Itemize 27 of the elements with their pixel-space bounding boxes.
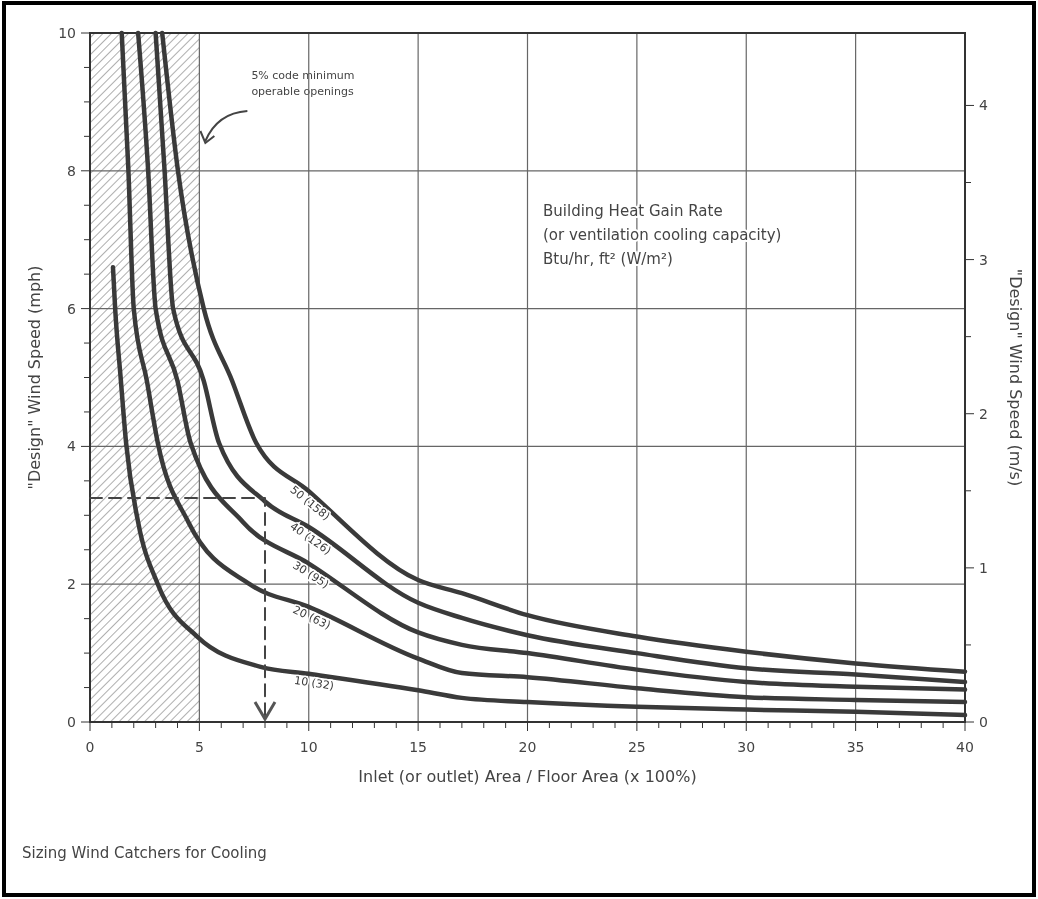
y2-tick-label: 0 bbox=[979, 714, 988, 730]
x-tick-label: 40 bbox=[956, 739, 974, 755]
y2-tick-label: 1 bbox=[979, 559, 988, 576]
text: 30 (95) bbox=[290, 558, 332, 592]
x-tick-label: 15 bbox=[409, 739, 428, 755]
x-tick-label: 0 bbox=[85, 739, 95, 755]
y2-tick-label: 4 bbox=[979, 97, 988, 114]
x-tick-label: 5 bbox=[194, 739, 204, 755]
y-tick-label: 0 bbox=[67, 714, 76, 730]
y-axis-title: "Design" Wind Speed (mph) bbox=[25, 265, 44, 490]
x-tick-label: 10 bbox=[299, 739, 318, 755]
y2-tick-label: 3 bbox=[979, 251, 988, 268]
x-tick-label: 30 bbox=[737, 739, 756, 755]
y2-tick-label: 2 bbox=[979, 405, 988, 422]
text: 10 (32) bbox=[293, 673, 335, 693]
y-tick-label: 8 bbox=[67, 162, 76, 179]
x-tick-label: 20 bbox=[518, 739, 537, 755]
y-tick-label: 6 bbox=[67, 300, 77, 317]
x-axis-title: Inlet (or outlet) Area / Floor Area (x 100%) bbox=[358, 767, 697, 786]
y-tick-label: 2 bbox=[67, 576, 76, 593]
x-tick-label: 35 bbox=[846, 739, 865, 755]
text: 20 (63) bbox=[290, 603, 333, 633]
x-tick-label: 25 bbox=[627, 739, 646, 755]
y-tick-label: 4 bbox=[67, 438, 77, 455]
y-tick-label: 10 bbox=[58, 25, 76, 41]
text: Sizing Wind Catchers for Cooling bbox=[22, 844, 267, 862]
y2-axis-title: "Design" Wind Speed (m/s) bbox=[1006, 268, 1025, 487]
